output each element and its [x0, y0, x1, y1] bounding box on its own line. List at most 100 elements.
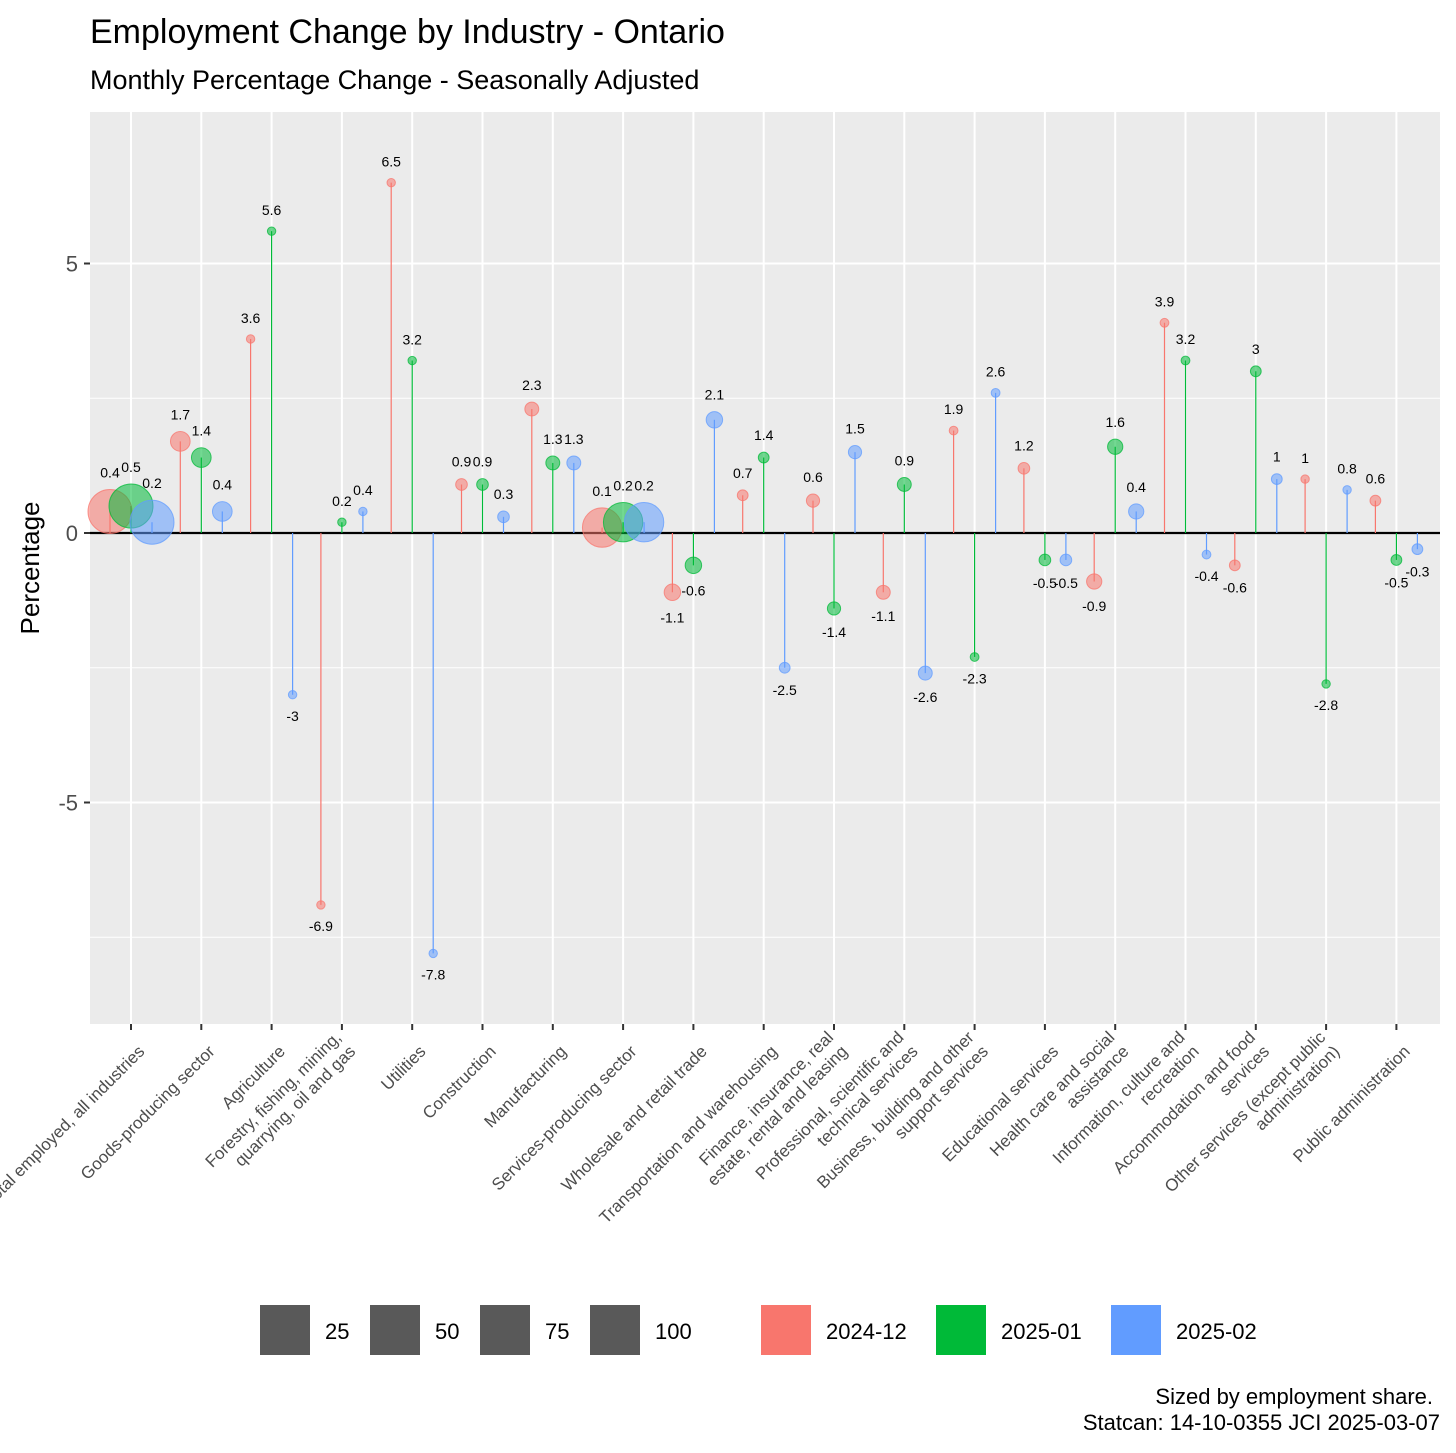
value-label: -0.4: [1194, 568, 1218, 584]
point: [1017, 461, 1031, 475]
y-tick-label: 0: [66, 521, 78, 546]
value-label: 1.4: [754, 427, 774, 443]
y-axis-title: Percentage: [15, 502, 45, 635]
value-label: -0.3: [1405, 564, 1429, 580]
point: [1038, 553, 1052, 567]
value-label: 2.6: [986, 363, 1006, 379]
point: [896, 477, 912, 492]
point: [757, 451, 770, 464]
value-label: -7.8: [421, 967, 445, 983]
point: [875, 584, 891, 600]
point: [1300, 474, 1310, 484]
value-label: 5.6: [262, 202, 282, 218]
value-label: 0.2: [634, 478, 654, 494]
point: [428, 948, 438, 959]
value-label: -2.6: [913, 689, 937, 705]
legend-size-label: 75: [545, 1319, 569, 1344]
point: [1390, 554, 1403, 566]
legend-size-label: 50: [435, 1319, 459, 1344]
value-label: 1.4: [192, 423, 212, 439]
point: [358, 506, 368, 517]
point: [266, 226, 277, 236]
y-axis: -5 0 5: [58, 252, 90, 816]
point: [211, 501, 233, 522]
value-label: 1.2: [1014, 437, 1034, 453]
caption-line-2: Statcan: 14-10-0355 JCI 2025-03-07: [1083, 1410, 1440, 1435]
value-label: 1.6: [1105, 414, 1125, 430]
point: [476, 478, 489, 491]
point: [1270, 473, 1283, 485]
value-label: -2.3: [963, 670, 987, 686]
point: [990, 387, 1001, 398]
point: [969, 652, 980, 662]
point: [245, 334, 256, 344]
value-label: -0.5: [1033, 575, 1057, 591]
legend-color-key: [1111, 1305, 1161, 1355]
point: [917, 665, 933, 681]
legend-color-label: 2024-12: [826, 1319, 907, 1344]
point: [129, 499, 175, 545]
point: [407, 355, 417, 366]
value-label: 0.8: [1337, 461, 1357, 477]
value-label: 0.6: [803, 469, 823, 485]
grid-minor: [90, 397, 1440, 938]
legend-size-key: [370, 1305, 420, 1355]
point: [190, 447, 212, 468]
point: [1107, 438, 1124, 455]
y-tick-label: -5: [58, 791, 78, 816]
value-label: 0.9: [452, 454, 472, 470]
legend-size-key: [260, 1305, 310, 1355]
point: [497, 510, 510, 524]
point: [1369, 494, 1382, 507]
value-label: 1: [1273, 449, 1281, 465]
value-label: 6.5: [381, 153, 401, 169]
chart-subtitle: Monthly Percentage Change - Seasonally A…: [90, 65, 699, 95]
point: [455, 478, 468, 491]
value-label: -0.5: [1384, 574, 1408, 590]
point: [705, 411, 724, 429]
value-label: -6.9: [309, 918, 333, 934]
point: [663, 583, 682, 602]
legend: 25 50 75 100 2024-12 2025-01 2025-02: [260, 1305, 1257, 1355]
value-label: 0.1: [592, 483, 612, 499]
point: [169, 431, 191, 452]
legend-color-key: [761, 1305, 811, 1355]
legend-size-label: 25: [325, 1319, 349, 1344]
value-label: 3: [1252, 341, 1260, 357]
value-label: 3.9: [1155, 293, 1175, 309]
point: [1411, 543, 1424, 556]
value-label: 0.5: [121, 459, 141, 475]
point: [1128, 503, 1145, 520]
point: [1201, 549, 1212, 560]
point: [1249, 365, 1262, 378]
point: [566, 455, 582, 471]
point: [337, 517, 347, 527]
point: [1086, 573, 1103, 590]
value-label: 1.9: [944, 401, 964, 417]
point: [386, 177, 396, 188]
point: [287, 690, 298, 700]
legend-color-label: 2025-01: [1001, 1319, 1082, 1344]
value-label: 3.2: [1176, 331, 1196, 347]
lollipop-points: [87, 177, 1424, 959]
x-tick-label: Goods-producing sector: [77, 1042, 219, 1184]
point: [1159, 317, 1170, 328]
legend-size-label: 100: [655, 1319, 692, 1344]
legend-size-key: [590, 1305, 640, 1355]
value-label: 1.3: [564, 431, 584, 447]
x-tick-label: Utilities: [377, 1042, 429, 1094]
value-label: 1.5: [845, 421, 865, 437]
value-label: 3.6: [241, 310, 261, 326]
point: [684, 556, 703, 575]
point: [826, 601, 842, 616]
legend-color-key: [936, 1305, 986, 1355]
value-label: 1.3: [543, 431, 563, 447]
value-label: -0.6: [1223, 580, 1247, 596]
value-label: 0.6: [1366, 470, 1386, 486]
value-label: -0.5: [1054, 575, 1078, 591]
value-label: 2.1: [705, 387, 725, 403]
x-tick-label: Wholesale and retail trade: [558, 1042, 711, 1195]
value-label: -2.5: [773, 682, 797, 698]
value-label: 0.4: [353, 482, 373, 498]
